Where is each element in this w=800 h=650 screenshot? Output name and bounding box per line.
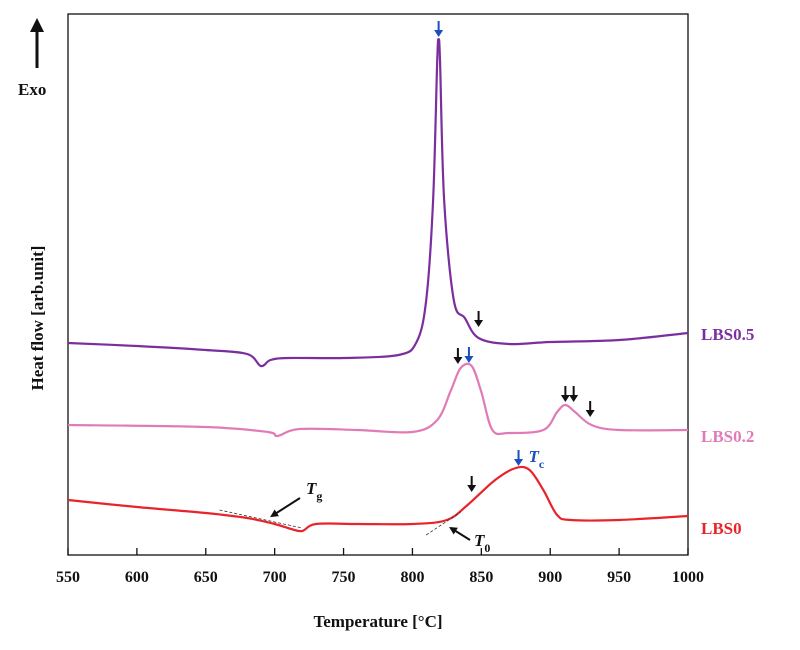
tg-label-sub: g	[316, 489, 322, 503]
peak-arrowhead-icon	[464, 356, 474, 363]
series-layer	[67, 38, 689, 533]
peak-arrowhead-icon	[585, 410, 595, 417]
x-axis-ticks: 550 600 650 700 750 800 850 900 950 1000	[56, 548, 704, 586]
x-tick-label: 600	[125, 569, 149, 586]
t0-label: T0	[474, 531, 490, 555]
x-tick-label: 800	[400, 569, 424, 586]
peak-arrowhead-icon	[514, 459, 524, 466]
x-tick-label: 850	[469, 569, 493, 586]
series-line-lbs05	[67, 38, 689, 368]
x-tick-label: 700	[263, 569, 287, 586]
tg-pointer-arrow-icon	[270, 497, 301, 518]
y-axis-title: Heat flow [arb.unit]	[28, 246, 47, 391]
x-tick-label: 750	[332, 569, 356, 586]
exo-arrowhead-icon	[30, 18, 44, 32]
peak-arrowhead-icon	[560, 395, 570, 402]
series-label-lbs05: LBS0.5	[701, 325, 754, 344]
series-label-lbs02: LBS0.2	[701, 427, 754, 446]
peak-arrowhead-icon	[474, 320, 484, 327]
plot-frame	[67, 13, 689, 556]
x-tick-label: 550	[56, 569, 80, 586]
x-tick-label: 900	[538, 569, 562, 586]
tc-label-sub: c	[539, 457, 545, 471]
tg-label: Tg	[306, 479, 322, 503]
x-axis-title: Temperature [°C]	[313, 612, 442, 631]
peak-arrows	[434, 21, 595, 492]
annotation-layer: Tg T0 Tc	[219, 447, 545, 555]
peak-arrowhead-icon	[569, 395, 579, 402]
x-tick-label: 650	[194, 569, 218, 586]
t0-tangent-line	[426, 511, 461, 536]
series-label-lbs0: LBS0	[701, 519, 742, 538]
tc-label: Tc	[529, 447, 545, 471]
series-line-lbs0	[67, 465, 689, 533]
peak-arrowhead-icon	[453, 357, 463, 364]
peak-arrowhead-icon	[467, 485, 477, 492]
tg-tangent-line	[219, 509, 303, 529]
exo-label: Exo	[18, 80, 46, 99]
x-tick-label: 950	[607, 569, 631, 586]
t0-label-sub: 0	[484, 541, 490, 555]
x-tick-label: 1000	[672, 569, 704, 586]
peak-arrowhead-icon	[434, 30, 444, 37]
t0-pointer-arrow-icon	[449, 526, 471, 541]
series-line-lbs02	[67, 362, 689, 438]
